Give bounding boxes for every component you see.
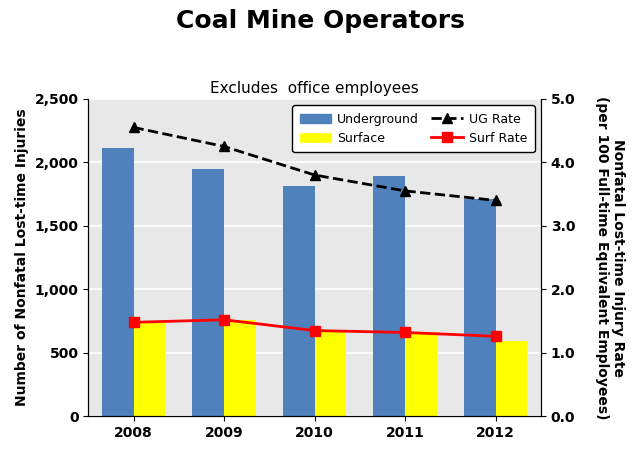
Bar [283,187,315,416]
Bar [193,169,224,416]
UG Rate [220,144,228,149]
Bar [224,320,256,416]
Line: UG Rate: UG Rate [129,122,500,205]
UG Rate [492,198,500,203]
UG Rate [130,125,138,130]
Surf Rate [130,319,138,325]
Y-axis label: Nonfatal Lost-time Injury Rate
(per 100 Full-time Equivalent Employees): Nonfatal Lost-time Injury Rate (per 100 … [595,96,625,420]
Title: Excludes  office employees: Excludes office employees [211,81,419,96]
UG Rate [311,172,319,178]
Bar [374,176,405,416]
Line: Surf Rate: Surf Rate [129,315,500,341]
Text: Coal Mine Operators: Coal Mine Operators [175,9,465,33]
Surf Rate [220,317,228,323]
Bar [496,341,527,416]
Bar [315,331,346,416]
Bar [405,332,437,416]
Bar [464,199,496,416]
Surf Rate [401,330,409,335]
Y-axis label: Number of Nonfatal Lost-time Injuries: Number of Nonfatal Lost-time Injuries [15,109,29,406]
Legend: Underground, Surface, UG Rate, Surf Rate: Underground, Surface, UG Rate, Surf Rate [292,105,535,152]
UG Rate [401,188,409,194]
Surf Rate [492,334,500,339]
Bar [134,321,165,416]
Bar [102,148,134,416]
Surf Rate [311,328,319,334]
